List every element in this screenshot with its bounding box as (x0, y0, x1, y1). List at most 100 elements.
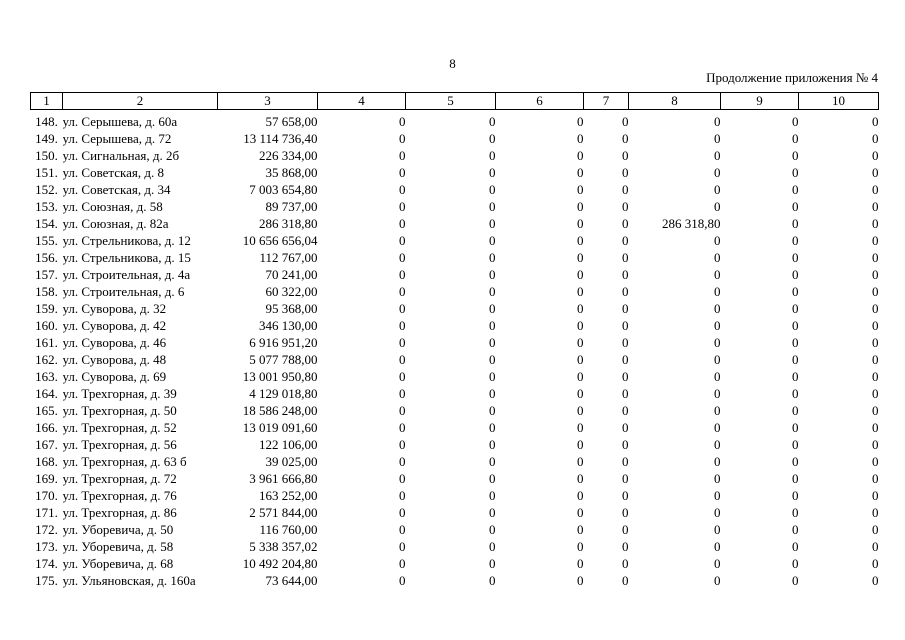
col7-value-cell: 0 (622, 403, 629, 418)
col8-value-cell: 0 (714, 556, 721, 571)
col8-value-cell: 0 (714, 352, 721, 367)
row-number-cell: 165. (35, 403, 58, 418)
col6-value-cell: 0 (577, 199, 584, 214)
column-header-3: 3 (217, 92, 318, 110)
table-row: 170. ул. Трехгорная, д. 76 163 252,00 0 0 0 0 0… (31, 487, 878, 504)
col4-value-cell: 0 (399, 233, 406, 248)
col5-value-cell: 0 (489, 403, 496, 418)
col9-value-cell: 0 (792, 522, 799, 537)
col10-value-cell: 0 (872, 505, 879, 520)
col6-value-cell: 0 (577, 386, 584, 401)
col7-value-cell: 0 (622, 369, 629, 384)
col10-value-cell: 0 (872, 386, 879, 401)
address-cell: ул. Советская, д. 8 (62, 165, 165, 180)
col5-value-cell: 0 (489, 386, 496, 401)
col8-value-cell: 0 (714, 522, 721, 537)
amount-cell: 13 114 736,40 (243, 131, 318, 146)
col7-value-cell: 0 (622, 199, 629, 214)
col4-value-cell: 0 (399, 131, 406, 146)
table-row: 161. ул. Суворова, д. 46 6 916 951,20 0 0 0 0 0… (31, 334, 878, 351)
amount-cell: 10 492 204,80 (242, 556, 318, 571)
address-cell: ул. Трехгорная, д. 52 (62, 420, 177, 435)
amount-cell: 13 019 091,60 (242, 420, 318, 435)
column-header-4: 4 (317, 92, 406, 110)
col9-value-cell: 0 (792, 267, 799, 282)
appendix-continuation-label: Продолжение приложения № 4 (706, 70, 878, 85)
col7-value-cell: 0 (622, 165, 629, 180)
col9-value-cell: 0 (792, 352, 799, 367)
col5-value-cell: 0 (489, 488, 496, 503)
col9-value-cell: 0 (792, 505, 799, 520)
col7-value-cell: 0 (622, 318, 629, 333)
col10-value-cell: 0 (872, 250, 879, 265)
col5-value-cell: 0 (489, 454, 496, 469)
col5-value-cell: 0 (489, 131, 496, 146)
amount-cell: 95 368,00 (265, 301, 318, 316)
col7-value-cell: 0 (622, 233, 629, 248)
col7-value-cell: 0 (622, 301, 629, 316)
address-cell: ул. Трехгорная, д. 39 (62, 386, 177, 401)
col8-value-cell: 0 (714, 403, 721, 418)
col7-value-cell: 0 (622, 420, 629, 435)
col4-value-cell: 0 (399, 488, 406, 503)
address-cell: ул. Суворова, д. 48 (62, 352, 167, 367)
col4-value-cell: 0 (399, 454, 406, 469)
col4-value-cell: 0 (399, 369, 406, 384)
col5-value-cell: 0 (489, 335, 496, 350)
col7-value-cell: 0 (622, 386, 629, 401)
col4-value-cell: 0 (399, 437, 406, 452)
col10-value-cell: 0 (872, 114, 879, 129)
address-cell: ул. Серышева, д. 72 (62, 131, 172, 146)
amount-cell: 122 106,00 (259, 437, 318, 452)
column-header-5: 5 (405, 92, 496, 110)
amount-cell: 18 586 248,00 (242, 403, 318, 418)
col6-value-cell: 0 (577, 403, 584, 418)
address-cell: ул. Суворова, д. 69 (62, 369, 167, 384)
address-cell: ул. Сигнальная, д. 2б (62, 148, 180, 163)
amount-cell: 57 658,00 (265, 114, 318, 129)
amount-cell: 73 644,00 (265, 573, 318, 588)
row-number-cell: 163. (35, 369, 58, 384)
amount-cell: 163 252,00 (259, 488, 318, 503)
col8-value-cell: 286 318,80 (662, 216, 721, 231)
appendix-table: 1 2 3 4 5 6 7 8 9 10 148. ул. Серышева, д. 60а 57 6… (30, 92, 879, 589)
col5-value-cell: 0 (489, 199, 496, 214)
col5-value-cell: 0 (489, 148, 496, 163)
col4-value-cell: 0 (399, 352, 406, 367)
col6-value-cell: 0 (577, 165, 584, 180)
col5-value-cell: 0 (489, 369, 496, 384)
address-cell: ул. Серышева, д. 60а (62, 114, 178, 129)
col4-value-cell: 0 (399, 420, 406, 435)
col8-value-cell: 0 (714, 284, 721, 299)
row-number-cell: 166. (35, 420, 58, 435)
address-cell: ул. Союзная, д. 82а (62, 216, 169, 231)
col4-value-cell: 0 (399, 148, 406, 163)
col7-value-cell: 0 (622, 437, 629, 452)
col10-value-cell: 0 (872, 182, 879, 197)
amount-cell: 226 334,00 (259, 148, 318, 163)
row-number-cell: 149. (35, 131, 58, 146)
table-row: 159. ул. Суворова, д. 32 95 368,00 0 0 0 0 0 0 0 (31, 300, 878, 317)
col4-value-cell: 0 (399, 556, 406, 571)
amount-cell: 6 916 951,20 (249, 335, 318, 350)
col10-value-cell: 0 (872, 420, 879, 435)
row-number-cell: 159. (35, 301, 58, 316)
table-row: 156. ул. Стрельникова, д. 15 112 767,00 0 0 0… (31, 249, 879, 266)
row-number-cell: 154. (35, 216, 58, 231)
col8-value-cell: 0 (714, 318, 721, 333)
col6-value-cell: 0 (577, 250, 584, 265)
col9-value-cell: 0 (792, 539, 799, 554)
col10-value-cell: 0 (872, 471, 879, 486)
col6-value-cell: 0 (577, 148, 584, 163)
row-number-cell: 156. (35, 250, 58, 265)
col4-value-cell: 0 (399, 403, 406, 418)
col4-value-cell: 0 (399, 522, 406, 537)
col4-value-cell: 0 (399, 182, 406, 197)
address-cell: ул. Трехгорная, д. 63 б (62, 454, 187, 469)
row-number-cell: 148. (35, 114, 58, 129)
col6-value-cell: 0 (577, 505, 584, 520)
col7-value-cell: 0 (622, 556, 629, 571)
col7-value-cell: 0 (622, 454, 629, 469)
address-cell: ул. Ульяновская, д. 160а (62, 573, 196, 588)
